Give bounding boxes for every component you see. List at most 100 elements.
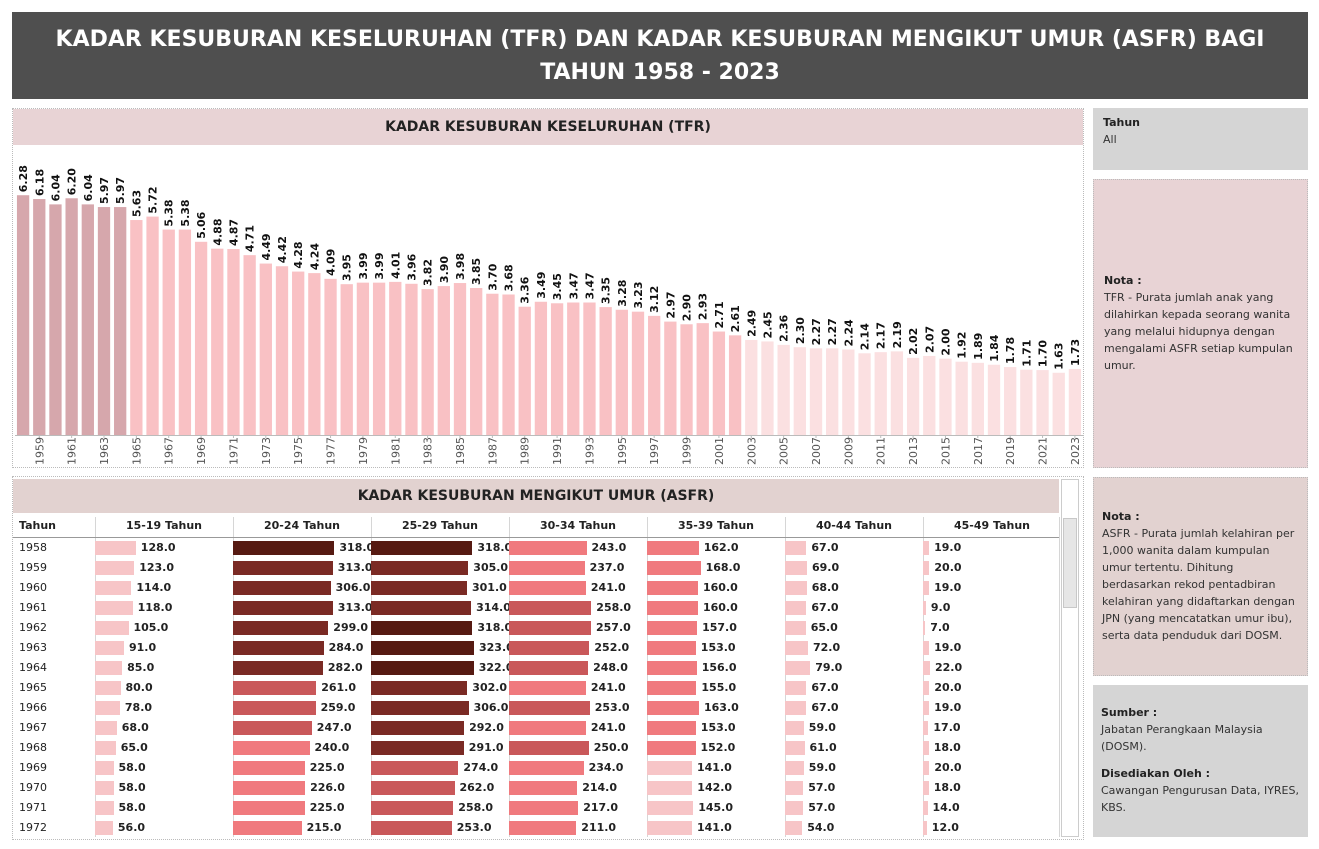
- asfr-bar[interactable]: [509, 581, 586, 595]
- tfr-bar[interactable]: [178, 229, 192, 435]
- asfr-bar[interactable]: [95, 601, 133, 615]
- tfr-bar[interactable]: [97, 207, 111, 435]
- asfr-bar[interactable]: [95, 561, 135, 575]
- asfr-bar[interactable]: [233, 821, 302, 835]
- asfr-bar[interactable]: [923, 601, 926, 615]
- age-column-header[interactable]: 45-49 Tahun: [953, 519, 1030, 532]
- tfr-bar[interactable]: [1036, 370, 1049, 435]
- tfr-bar[interactable]: [793, 347, 806, 435]
- tfr-bar[interactable]: [194, 241, 208, 435]
- asfr-bar[interactable]: [785, 681, 807, 695]
- tfr-bar[interactable]: [712, 331, 726, 435]
- asfr-bar[interactable]: [371, 721, 465, 735]
- tfr-bar[interactable]: [518, 306, 531, 435]
- asfr-bar[interactable]: [785, 801, 804, 815]
- asfr-bar[interactable]: [923, 641, 930, 655]
- tfr-bar[interactable]: [906, 357, 920, 435]
- tfr-bar[interactable]: [292, 271, 305, 435]
- asfr-bar[interactable]: [95, 641, 124, 655]
- tfr-bar[interactable]: [631, 311, 645, 435]
- asfr-bar[interactable]: [785, 541, 807, 555]
- tfr-bar[interactable]: [1004, 367, 1017, 435]
- tfr-bar[interactable]: [567, 302, 580, 435]
- asfr-bar[interactable]: [647, 741, 696, 755]
- asfr-bar[interactable]: [647, 801, 694, 815]
- asfr-bar[interactable]: [923, 621, 926, 635]
- asfr-bar[interactable]: [647, 641, 696, 655]
- asfr-bar[interactable]: [647, 761, 692, 775]
- asfr-bar[interactable]: [923, 541, 930, 555]
- tfr-bar[interactable]: [33, 199, 46, 435]
- tfr-bar[interactable]: [550, 303, 564, 435]
- asfr-bar[interactable]: [785, 701, 807, 715]
- tfr-bar[interactable]: [680, 324, 693, 435]
- tfr-bar[interactable]: [858, 353, 871, 435]
- asfr-bar[interactable]: [647, 721, 696, 735]
- asfr-bar[interactable]: [95, 581, 132, 595]
- asfr-bar[interactable]: [371, 681, 468, 695]
- asfr-bar[interactable]: [923, 821, 927, 835]
- tfr-bar[interactable]: [421, 289, 434, 435]
- tfr-bar[interactable]: [939, 358, 952, 435]
- age-column-header[interactable]: 15-19 Tahun: [125, 519, 202, 532]
- tfr-bar[interactable]: [389, 281, 402, 435]
- asfr-bar[interactable]: [509, 641, 590, 655]
- asfr-bar[interactable]: [233, 621, 329, 635]
- tfr-bar[interactable]: [583, 302, 596, 435]
- asfr-bar[interactable]: [371, 661, 474, 675]
- age-column-header[interactable]: 20-24 Tahun: [263, 519, 340, 532]
- age-column-header[interactable]: 40-44 Tahun: [815, 519, 892, 532]
- tfr-bar[interactable]: [81, 204, 94, 435]
- asfr-bar[interactable]: [233, 801, 305, 815]
- asfr-bar[interactable]: [647, 821, 692, 835]
- asfr-bar[interactable]: [647, 681, 697, 695]
- asfr-bar[interactable]: [647, 661, 697, 675]
- tfr-bar[interactable]: [648, 315, 661, 435]
- asfr-bar[interactable]: [371, 601, 472, 615]
- tfr-bar[interactable]: [1020, 369, 1033, 435]
- asfr-bar[interactable]: [95, 541, 136, 555]
- asfr-bar[interactable]: [509, 801, 579, 815]
- tfr-bar[interactable]: [308, 273, 321, 435]
- age-column-header[interactable]: 35-39 Tahun: [677, 519, 754, 532]
- asfr-bar[interactable]: [785, 641, 808, 655]
- asfr-bar[interactable]: [509, 621, 591, 635]
- asfr-bar[interactable]: [923, 721, 929, 735]
- asfr-bar[interactable]: [647, 621, 698, 635]
- asfr-bar[interactable]: [647, 601, 698, 615]
- asfr-bar[interactable]: [923, 581, 930, 595]
- tfr-bar[interactable]: [955, 361, 968, 435]
- asfr-bar[interactable]: [509, 601, 592, 615]
- asfr-bar[interactable]: [95, 621, 129, 635]
- tfr-bar[interactable]: [372, 282, 386, 435]
- asfr-bar[interactable]: [785, 721, 804, 735]
- asfr-bar[interactable]: [923, 801, 928, 815]
- tfr-bar[interactable]: [696, 323, 709, 435]
- asfr-bar[interactable]: [233, 661, 323, 675]
- tfr-bar[interactable]: [923, 355, 936, 435]
- asfr-bar[interactable]: [233, 601, 333, 615]
- asfr-bar[interactable]: [371, 741, 464, 755]
- tfr-bar[interactable]: [65, 198, 78, 435]
- tfr-bar[interactable]: [114, 207, 127, 435]
- asfr-bar[interactable]: [95, 661, 123, 675]
- asfr-bar[interactable]: [923, 701, 930, 715]
- asfr-bar[interactable]: [371, 801, 454, 815]
- asfr-bar[interactable]: [233, 681, 317, 695]
- tfr-bar[interactable]: [211, 248, 224, 435]
- tfr-bar[interactable]: [405, 283, 418, 435]
- asfr-bar[interactable]: [233, 721, 312, 735]
- asfr-bar[interactable]: [509, 821, 577, 835]
- asfr-bar[interactable]: [647, 581, 698, 595]
- asfr-bar[interactable]: [647, 701, 699, 715]
- tfr-bar[interactable]: [971, 362, 984, 435]
- asfr-bar[interactable]: [95, 781, 114, 795]
- asfr-bar[interactable]: [923, 741, 929, 755]
- tfr-bar[interactable]: [809, 348, 823, 435]
- tfr-bar[interactable]: [453, 283, 467, 435]
- asfr-bar[interactable]: [509, 761, 584, 775]
- tfr-bar[interactable]: [356, 282, 370, 435]
- asfr-bar[interactable]: [233, 701, 316, 715]
- asfr-bar[interactable]: [95, 761, 114, 775]
- asfr-bar[interactable]: [233, 741, 310, 755]
